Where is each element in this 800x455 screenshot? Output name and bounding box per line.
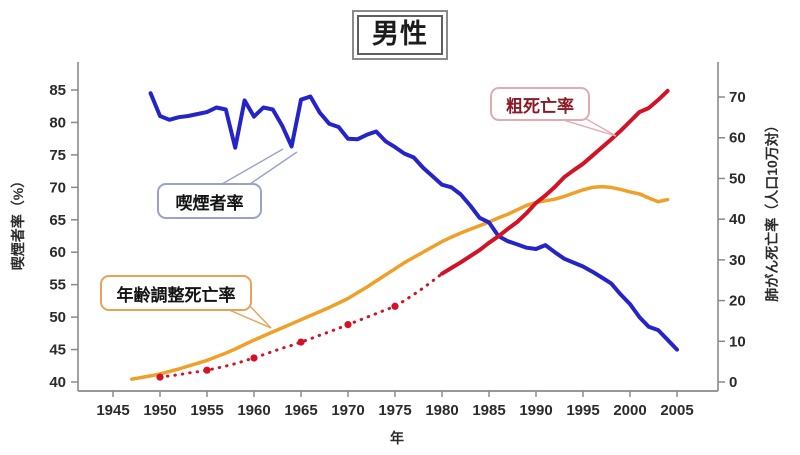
callout-smoking-rate-label: 喫煙者率 — [175, 193, 244, 213]
svg-text:70: 70 — [729, 89, 746, 106]
svg-text:20: 20 — [729, 293, 746, 310]
svg-text:1945: 1945 — [96, 402, 129, 419]
svg-text:70: 70 — [49, 179, 66, 196]
svg-text:40: 40 — [49, 374, 66, 391]
svg-text:2005: 2005 — [660, 402, 693, 419]
svg-text:85: 85 — [49, 82, 66, 99]
svg-text:60: 60 — [49, 244, 66, 261]
svg-text:65: 65 — [49, 212, 66, 229]
svg-text:肺がん死亡率（人口10万対）: 肺がん死亡率（人口10万対） — [764, 118, 780, 302]
svg-text:1975: 1975 — [378, 402, 411, 419]
svg-text:1950: 1950 — [143, 402, 176, 419]
callout-crude-death-rate: 粗死亡率 — [490, 87, 590, 121]
svg-text:1985: 1985 — [472, 402, 505, 419]
svg-text:75: 75 — [49, 147, 66, 164]
svg-text:喫煙者率（%）: 喫煙者率（%） — [10, 174, 26, 270]
svg-text:40: 40 — [729, 211, 746, 228]
svg-text:2000: 2000 — [613, 402, 646, 419]
callout-age-adjusted-death-rate: 年齢調整死亡率 — [100, 275, 252, 311]
svg-text:30: 30 — [729, 252, 746, 269]
svg-text:60: 60 — [729, 130, 746, 147]
svg-text:1955: 1955 — [190, 402, 223, 419]
svg-text:50: 50 — [729, 170, 746, 187]
callout-smoking-rate: 喫煙者率 — [157, 183, 262, 219]
svg-text:10: 10 — [729, 333, 746, 350]
svg-text:1990: 1990 — [519, 402, 552, 419]
svg-text:0: 0 — [729, 374, 737, 391]
svg-text:1980: 1980 — [425, 402, 458, 419]
svg-text:年: 年 — [390, 430, 404, 446]
chart-title: 男性 — [357, 15, 443, 55]
svg-text:1960: 1960 — [237, 402, 270, 419]
svg-text:80: 80 — [49, 114, 66, 131]
svg-text:1995: 1995 — [566, 402, 599, 419]
svg-text:1965: 1965 — [284, 402, 317, 419]
svg-text:1970: 1970 — [331, 402, 364, 419]
svg-text:45: 45 — [49, 342, 66, 359]
svg-text:55: 55 — [49, 277, 66, 294]
callout-age-adjusted-death-rate-label: 年齢調整死亡率 — [116, 285, 236, 305]
svg-text:50: 50 — [49, 309, 66, 326]
chart-title-box: 男性 — [352, 10, 448, 60]
callout-crude-death-rate-label: 粗死亡率 — [506, 96, 574, 116]
